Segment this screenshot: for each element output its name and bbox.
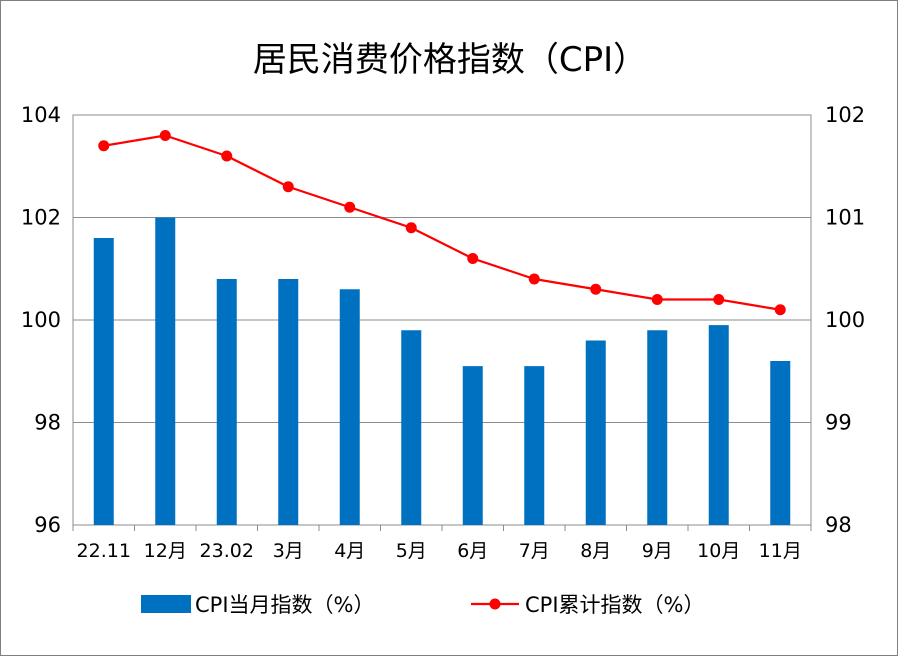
cpi-cumulative-point (467, 253, 479, 264)
cpi-cumulative-point (528, 273, 540, 285)
legend-label-cumulative: CPI累计指数（%） (525, 593, 704, 617)
cpi-cumulative-point (590, 283, 602, 295)
cpi-monthly-bar (278, 279, 299, 525)
cpi-cumulative-point (282, 181, 294, 193)
x-category-label: 11月 (759, 540, 802, 562)
cpi-cumulative-point (651, 294, 663, 305)
x-category-label: 23.02 (200, 540, 254, 562)
grid-lines (72, 114, 812, 526)
x-category-label: 7月 (519, 540, 550, 562)
bar-series (93, 217, 791, 525)
cpi-monthly-bar (708, 325, 729, 525)
cpi-monthly-bar (462, 366, 483, 525)
cpi-monthly-bar (339, 289, 360, 525)
axes: 96 98 100 102 104 98 99 100 101 102 22.11 12月 23.02 3… (21, 103, 865, 562)
legend: CPI当月指数（%） CPI累计指数（%） (141, 593, 704, 617)
y-right-tick-label: 102 (825, 103, 865, 127)
cpi-monthly-bar (585, 340, 606, 525)
y-right-tick-label: 98 (825, 513, 852, 537)
y-right-tick-label: 99 (825, 411, 852, 435)
cpi-monthly-bar (770, 361, 791, 525)
x-category-label: 4月 (334, 540, 365, 562)
x-category-label: 12月 (144, 540, 187, 562)
cpi-monthly-bar (93, 238, 114, 525)
y-right-tick-label: 101 (825, 206, 865, 230)
cpi-cumulative-point (713, 294, 725, 305)
cpi-monthly-bar (524, 366, 545, 525)
legend-swatch-bar (141, 595, 191, 613)
line-series (98, 130, 786, 316)
legend-swatch-marker (489, 598, 501, 610)
cpi-cumulative-point (774, 304, 786, 316)
x-category-label: 6月 (457, 540, 488, 562)
x-category-label: 8月 (580, 540, 611, 562)
x-category-label: 3月 (273, 540, 304, 562)
cpi-cumulative-point (98, 140, 110, 152)
y-left-tick-label: 102 (21, 206, 61, 230)
cpi-cumulative-point (405, 222, 417, 234)
y-left-tick-label: 104 (21, 103, 61, 127)
y-left-tick-label: 96 (34, 513, 61, 537)
cpi-cumulative-point (221, 150, 233, 162)
x-category-label: 9月 (642, 540, 673, 562)
y-left-tick-label: 100 (21, 308, 61, 332)
x-category-label: 10月 (697, 540, 740, 562)
cpi-cumulative-point (344, 201, 356, 213)
y-right-tick-label: 100 (825, 308, 865, 332)
legend-label-monthly: CPI当月指数（%） (195, 593, 374, 617)
chart-title: 居民消费价格指数（CPI） (253, 40, 647, 80)
y-left-tick-label: 98 (34, 411, 61, 435)
cpi-cumulative-point (159, 130, 171, 141)
cpi-monthly-bar (216, 279, 237, 525)
cpi-monthly-bar (401, 330, 422, 525)
x-category-label: 5月 (396, 540, 427, 562)
x-category-label: 22.11 (77, 540, 131, 562)
cpi-monthly-bar (647, 330, 668, 525)
cpi-cumulative-line (103, 134, 781, 311)
cpi-monthly-bar (155, 217, 176, 525)
